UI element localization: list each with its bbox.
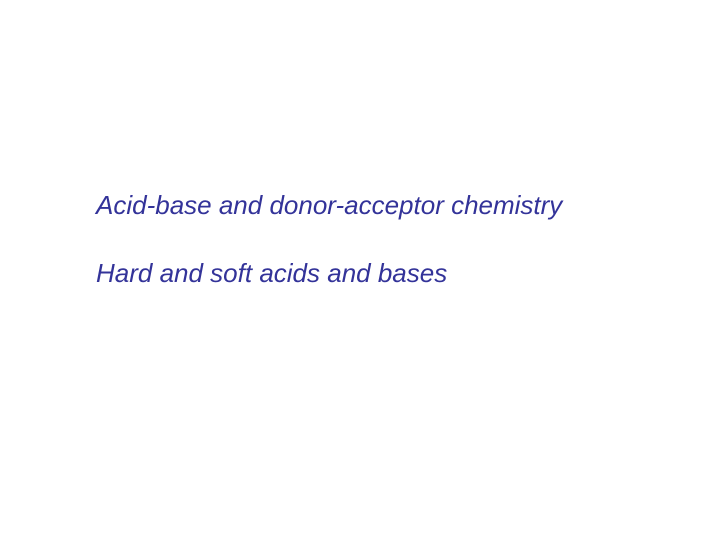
- slide-title-line-2: Hard and soft acids and bases: [96, 258, 447, 289]
- slide: Acid-base and donor-acceptor chemistry H…: [0, 0, 720, 540]
- slide-title-line-1: Acid-base and donor-acceptor chemistry: [96, 190, 562, 221]
